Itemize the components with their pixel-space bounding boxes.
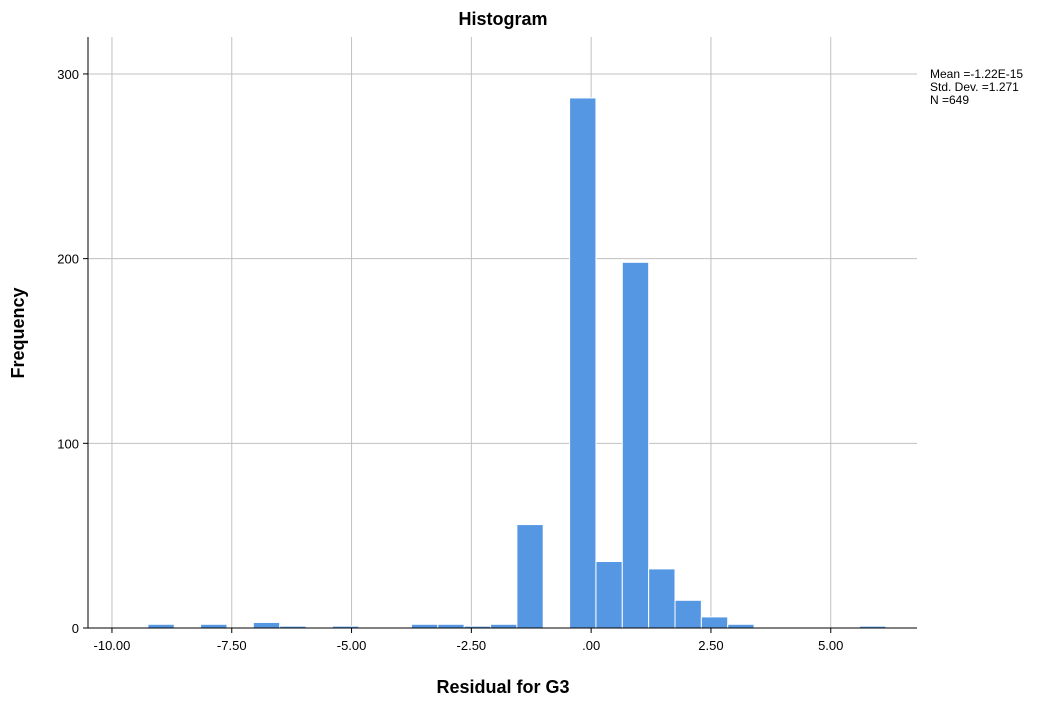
histogram-bar (516, 524, 544, 629)
statistics-legend: Mean =-1.22E-15 Std. Dev. =1.271 N =649 (930, 67, 1023, 107)
x-axis-ticks: -10.00 -7.50 -5.00 -2.50 .00 2.50 5.00 (94, 628, 843, 653)
histogram-bars (147, 97, 887, 629)
histogram-bar (700, 616, 729, 629)
y-axis-title: Frequency (8, 287, 28, 378)
mean-label: Mean =-1.22E-15 (930, 67, 1023, 81)
y-tick-label: 100 (57, 436, 79, 451)
x-tick-label: 2.50 (698, 638, 723, 653)
x-tick-label: .00 (582, 638, 600, 653)
x-tick-label: 5.00 (818, 638, 843, 653)
x-tick-label: -10.00 (94, 638, 131, 653)
histogram-bar (200, 623, 228, 629)
histogram-bar (410, 623, 439, 629)
histogram-bar (147, 623, 175, 629)
histogram-bar (674, 599, 702, 629)
histogram-bar (727, 623, 755, 629)
x-tick-label: -7.50 (217, 638, 247, 653)
y-tick-label: 300 (57, 67, 79, 82)
histogram-bar (252, 621, 281, 629)
n-label: N =649 (930, 93, 969, 107)
histogram-bar (648, 568, 676, 629)
histogram-bar (569, 97, 597, 629)
histogram-bar (490, 623, 518, 629)
std-dev-label: Std. Dev. =1.271 (930, 80, 1019, 94)
y-tick-label: 0 (72, 621, 79, 636)
y-tick-label: 200 (57, 252, 79, 267)
x-axis-title: Residual for G3 (436, 677, 569, 697)
x-tick-label: -5.00 (337, 638, 367, 653)
chart-title: Histogram (458, 9, 547, 29)
y-axis-ticks: 0 100 200 300 (57, 67, 88, 636)
histogram-bar (621, 261, 650, 629)
histogram-bar (595, 561, 623, 629)
histogram-bar (437, 623, 465, 629)
grid-lines (88, 37, 917, 628)
x-tick-label: -2.50 (457, 638, 487, 653)
